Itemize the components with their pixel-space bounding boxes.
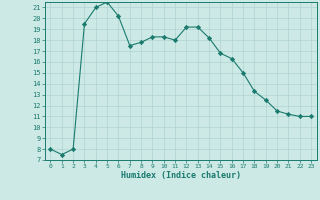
X-axis label: Humidex (Indice chaleur): Humidex (Indice chaleur) (121, 171, 241, 180)
